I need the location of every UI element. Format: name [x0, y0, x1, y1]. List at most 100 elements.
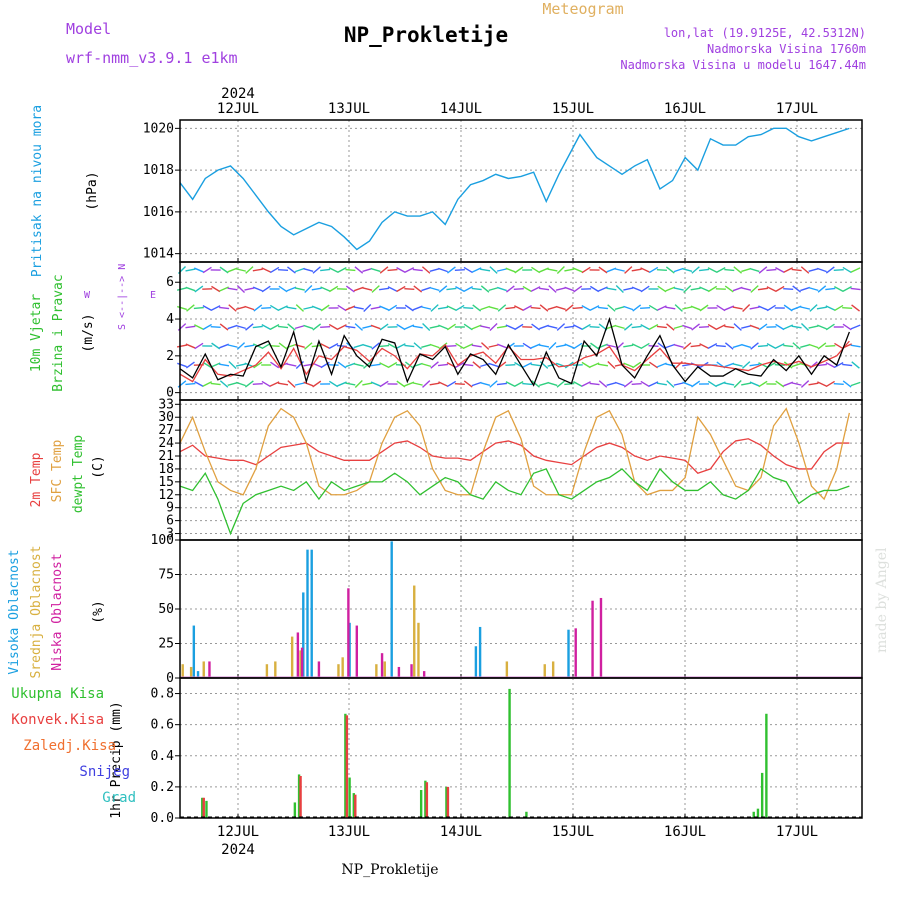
wind-barb: [715, 381, 726, 387]
wind-barb: [640, 342, 650, 350]
wind-barb: [775, 266, 785, 274]
y-tick-label: 6: [166, 275, 174, 290]
bar-low: [355, 625, 359, 678]
wind-barb: [236, 342, 246, 350]
wind-barb: [278, 305, 288, 311]
wind-barb: [741, 343, 752, 349]
y-tick-label: 0.4: [151, 749, 175, 764]
bottom-day-label: 13JUL: [328, 824, 370, 840]
wind-barb: [245, 266, 254, 274]
wind-barb: [842, 307, 853, 309]
wind-barb: [615, 285, 624, 293]
temp-unit: (C): [91, 455, 106, 478]
wind-title-1: 10m Vjetar: [29, 294, 44, 372]
bar-conv: [202, 797, 205, 818]
wind-barb: [656, 269, 667, 271]
wind-barb: [640, 324, 650, 330]
wind-barb: [631, 325, 642, 329]
panel-cloud: 0 25 50 75 100: [151, 533, 863, 686]
wind-barb: [185, 325, 196, 329]
wind-barb: [749, 381, 760, 387]
bar-low: [380, 653, 384, 678]
wind-barb: [648, 381, 659, 387]
bar-low: [599, 597, 603, 678]
wind-barb: [253, 361, 263, 369]
wind-barb: [581, 266, 591, 274]
wind-barb: [817, 342, 827, 350]
wind-barb: [623, 287, 634, 291]
wind-barb: [337, 381, 347, 387]
wind-barb: [412, 305, 423, 311]
cloud-title-low: Niska Oblacnost: [50, 553, 65, 670]
page-title: NP_Prokletije: [344, 23, 508, 47]
wind-barb: [353, 306, 364, 310]
wind-barb: [489, 266, 498, 274]
bar-conv: [345, 715, 349, 818]
panel-precip: 0.0 0.2 0.4 0.6 0.8: [151, 677, 863, 826]
wind-barb: [775, 323, 785, 331]
wind-barb: [614, 363, 625, 367]
wind-barb: [194, 324, 204, 330]
wind-barb: [514, 380, 524, 388]
wind-barb: [816, 363, 827, 367]
wind-barb: [185, 268, 196, 272]
y-tick-label: 21: [158, 449, 174, 464]
bar-total: [201, 797, 204, 818]
wind-barb: [539, 304, 549, 312]
wind-barbs: [176, 265, 861, 389]
wind-barb: [496, 325, 507, 329]
wind-barb: [295, 304, 305, 312]
wind-barb: [522, 382, 533, 386]
wind-barb: [657, 285, 667, 293]
wind-barb: [825, 305, 836, 311]
wind-barb: [345, 325, 356, 329]
wind-barb: [303, 324, 314, 330]
year-label-top: 2024: [221, 86, 255, 102]
wind-barb: [303, 268, 314, 272]
wind-barb: [370, 324, 381, 330]
wind-barb: [421, 362, 432, 368]
wind-barb: [691, 266, 700, 274]
wind-barb: [572, 324, 583, 330]
wind-barb: [454, 269, 465, 271]
wind-barb: [379, 344, 390, 348]
wind-barb: [219, 343, 230, 349]
precip-title: 1hr Precip (mm): [109, 701, 124, 818]
wind-barb: [245, 323, 254, 331]
wind-barb: [800, 266, 810, 274]
y-tick-label: 18: [158, 462, 174, 477]
bar-mid: [189, 666, 193, 678]
wind-barb: [287, 323, 296, 331]
wind-barb: [665, 306, 676, 310]
wind-barb: [656, 382, 667, 386]
wind-barb: [564, 382, 575, 386]
year-label-bottom: 2024: [221, 842, 255, 858]
bar-low: [317, 661, 321, 678]
wind-barb: [741, 267, 752, 273]
wind-barb: [463, 307, 474, 309]
cloud-title-mid: Srednja Oblacnost: [29, 545, 44, 678]
wind-barb: [489, 323, 498, 331]
bar-total: [424, 780, 427, 818]
wind-barb: [648, 361, 659, 369]
wind-barb: [235, 324, 246, 330]
compass-arrow-text: S <--|--> N: [117, 264, 128, 330]
wind-barb: [253, 304, 263, 312]
wind-barb: [707, 285, 718, 293]
wind-barb: [396, 323, 406, 331]
wind-barb: [513, 287, 524, 291]
wind-barb: [304, 285, 313, 293]
wind-barb: [766, 286, 777, 292]
wind-barb: [842, 266, 852, 274]
bar-mid: [505, 661, 509, 678]
wind-barb: [825, 287, 836, 291]
wind-barb: [690, 344, 701, 348]
wind-barb: [353, 363, 364, 367]
wind-barb: [429, 325, 440, 329]
y-tick-label: 12: [158, 488, 174, 503]
wind-barb: [598, 380, 608, 388]
bottom-day-label: 17JUL: [776, 824, 818, 840]
precip-legend-item: Zaledj.Kisa: [23, 738, 116, 754]
wind-barb: [227, 267, 238, 273]
y-axis-titles: Pritisak na nivou mora (hPa) 10m Vjetar Brz…: [7, 105, 136, 819]
